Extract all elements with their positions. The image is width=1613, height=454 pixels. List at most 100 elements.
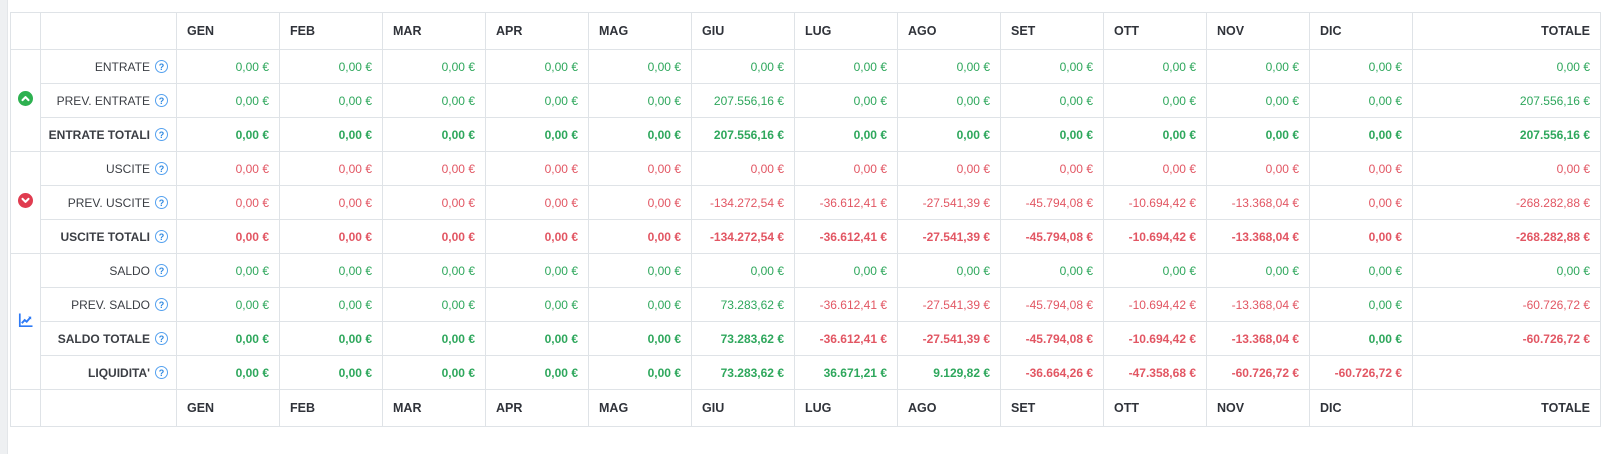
value-prev-entrate-totale: 207.556,16 € [1412,83,1601,118]
value-prev-saldo-mar: 0,00 € [382,287,486,322]
footer-col-dic: DIC [1309,389,1413,427]
value-uscite-apr: 0,00 € [485,151,589,186]
row-label: ENTRATE TOTALI [48,127,150,142]
value-liquidita-mar: 0,00 € [382,355,486,390]
value-saldo-giu: 0,00 € [691,253,795,288]
footer-col-totale: TOTALE [1412,389,1601,427]
value-prev-entrate-mar: 0,00 € [382,83,486,118]
value-liquidita-ott: -47.358,68 € [1103,355,1207,390]
header-row: GEN FEB MAR APR MAG GIU LUG AGO SET OTT NOV DIC TOTA… [10,12,1601,50]
row-label-cell-saldo-totale: SALDO TOTALE? [40,321,177,356]
help-icon[interactable]: ? [155,60,168,74]
value-saldo-set: 0,00 € [1000,253,1104,288]
header-col-set: SET [1000,12,1104,50]
value-uscite-mar: 0,00 € [382,151,486,186]
value-entrate-totali-dic: 0,00 € [1309,117,1413,152]
table-row-uscite-totali: USCITE TOTALI? 0,00 €0,00 €0,00 €0,00 €0,… [11,219,1601,254]
header-col-nov: NOV [1206,12,1310,50]
help-icon[interactable]: ? [155,332,168,346]
value-uscite-totali-set: -45.794,08 € [1000,219,1104,254]
value-prev-saldo-giu: 73.283,62 € [691,287,795,322]
value-uscite-nov: 0,00 € [1206,151,1310,186]
value-saldo-totale-nov: -13.368,04 € [1206,321,1310,356]
value-saldo-ott: 0,00 € [1103,253,1207,288]
row-label: USCITE TOTALI [60,229,150,244]
footer-col-mag: MAG [588,389,692,427]
value-liquidita-apr: 0,00 € [485,355,589,390]
footer-col-feb: FEB [279,389,383,427]
value-prev-entrate-lug: 0,00 € [794,83,898,118]
help-icon[interactable]: ? [155,366,168,380]
value-uscite-totali-giu: -134.272,54 € [691,219,795,254]
footer-col-ago: AGO [897,389,1001,427]
value-liquidita-mag: 0,00 € [588,355,692,390]
row-label: PREV. SALDO [71,297,150,312]
value-entrate-lug: 0,00 € [794,49,898,84]
value-uscite-totali-gen: 0,00 € [176,219,280,254]
value-entrate-totali-ott: 0,00 € [1103,117,1207,152]
value-entrate-totali-mag: 0,00 € [588,117,692,152]
footer-label-spacer [40,389,177,427]
footer-icon-spacer [10,389,41,427]
header-col-mag: MAG [588,12,692,50]
help-icon[interactable]: ? [155,128,168,142]
value-prev-saldo-totale: -60.726,72 € [1412,287,1601,322]
value-prev-saldo-apr: 0,00 € [485,287,589,322]
footer-col-nov: NOV [1206,389,1310,427]
table-body: ENTRATE? 0,00 €0,00 €0,00 €0,00 €0,00 €0,… [10,49,1601,390]
circle-chevron-down-icon[interactable] [18,193,34,209]
circle-chevron-up-icon[interactable] [18,91,34,107]
value-prev-uscite-gen: 0,00 € [176,185,280,220]
value-uscite-totali-feb: 0,00 € [279,219,383,254]
value-entrate-totali-totale: 207.556,16 € [1412,117,1601,152]
value-prev-saldo-set: -45.794,08 € [1000,287,1104,322]
row-label-cell-entrate-totali: ENTRATE TOTALI? [40,117,177,152]
footer-col-giu: GIU [691,389,795,427]
help-icon[interactable]: ? [155,230,168,244]
header-col-feb: FEB [279,12,383,50]
value-prev-uscite-giu: -134.272,54 € [691,185,795,220]
value-prev-entrate-giu: 207.556,16 € [691,83,795,118]
uscite-group-cell [10,151,41,254]
value-prev-uscite-mar: 0,00 € [382,185,486,220]
help-icon[interactable]: ? [155,264,168,278]
row-label-cell-entrate: ENTRATE? [40,49,177,84]
value-uscite-gen: 0,00 € [176,151,280,186]
table-row-prev-uscite: PREV. USCITE? 0,00 €0,00 €0,00 €0,00 €0,0… [11,185,1601,220]
value-saldo-ago: 0,00 € [897,253,1001,288]
value-liquidita-gen: 0,00 € [176,355,280,390]
value-saldo-mag: 0,00 € [588,253,692,288]
value-prev-saldo-mag: 0,00 € [588,287,692,322]
row-label-cell-prev-uscite: PREV. USCITE? [40,185,177,220]
help-icon[interactable]: ? [155,94,168,108]
footer-col-gen: GEN [176,389,280,427]
help-icon[interactable]: ? [155,162,168,176]
value-prev-entrate-ago: 0,00 € [897,83,1001,118]
row-label: SALDO [109,263,150,278]
cashflow-table: GEN FEB MAR APR MAG GIU LUG AGO SET OTT NOV DIC TOTA… [10,12,1601,427]
left-gutter [0,0,8,454]
value-uscite-ago: 0,00 € [897,151,1001,186]
table-row-prev-entrate: PREV. ENTRATE? 0,00 €0,00 €0,00 €0,00 €0,… [11,83,1601,118]
table-row-saldo-totale: SALDO TOTALE? 0,00 €0,00 €0,00 €0,00 €0,0… [11,321,1601,356]
value-entrate-totali-feb: 0,00 € [279,117,383,152]
header-icon-spacer [10,12,41,50]
value-liquidita-set: -36.664,26 € [1000,355,1104,390]
value-prev-entrate-dic: 0,00 € [1309,83,1413,118]
value-saldo-dic: 0,00 € [1309,253,1413,288]
value-uscite-totali-mag: 0,00 € [588,219,692,254]
value-uscite-totale: 0,00 € [1412,151,1601,186]
value-prev-uscite-ott: -10.694,42 € [1103,185,1207,220]
value-saldo-totale-feb: 0,00 € [279,321,383,356]
value-prev-uscite-nov: -13.368,04 € [1206,185,1310,220]
row-label: ENTRATE [94,59,150,74]
footer-col-set: SET [1000,389,1104,427]
help-icon[interactable]: ? [155,196,168,210]
header-label-spacer [40,12,177,50]
help-icon[interactable]: ? [155,298,168,312]
value-prev-uscite-apr: 0,00 € [485,185,589,220]
value-liquidita-dic: -60.726,72 € [1309,355,1413,390]
line-chart-icon[interactable] [18,312,34,328]
value-prev-saldo-ott: -10.694,42 € [1103,287,1207,322]
row-label: PREV. ENTRATE [56,93,150,108]
